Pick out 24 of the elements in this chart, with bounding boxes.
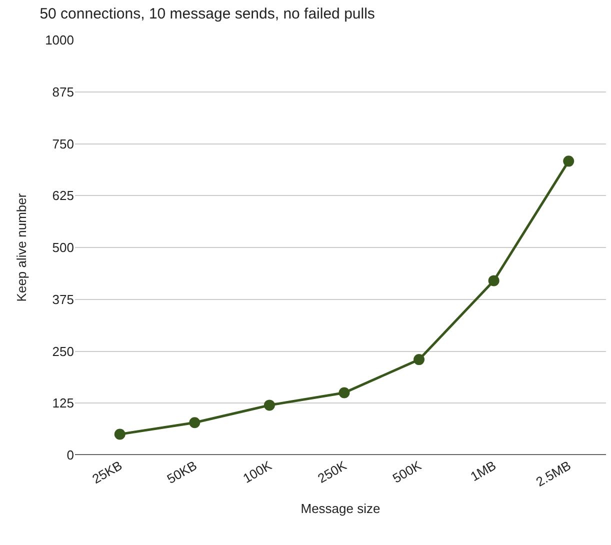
y-tick-label: 0 <box>66 448 74 463</box>
x-tick-label: 500K <box>390 458 424 486</box>
y-tick-label: 375 <box>52 292 74 307</box>
x-tick-label: 1MB <box>468 458 499 484</box>
point <box>264 400 275 411</box>
point <box>189 417 200 428</box>
y-tick-label: 250 <box>52 344 74 359</box>
y-tick-label: 625 <box>52 188 74 204</box>
x-tick-label: 50KB <box>164 458 200 487</box>
x-axis-title: Message size <box>300 501 380 516</box>
x-tick-label: 25KB <box>90 458 125 487</box>
x-tick-label: 100K <box>240 458 274 486</box>
chart-title: 50 connections, 10 message sends, no failed pulls <box>40 6 375 23</box>
point <box>563 156 574 167</box>
y-tick-label: 1000 <box>45 32 74 48</box>
point <box>414 354 425 366</box>
point <box>114 428 126 440</box>
y-axis-title: Keep alive number <box>14 192 30 302</box>
y-tick-label: 500 <box>52 240 74 256</box>
y-tick-label: 125 <box>52 396 74 411</box>
point <box>338 387 350 398</box>
point <box>488 275 500 286</box>
y-tick-label: 875 <box>52 84 74 100</box>
y-tick-label: 750 <box>52 136 74 152</box>
